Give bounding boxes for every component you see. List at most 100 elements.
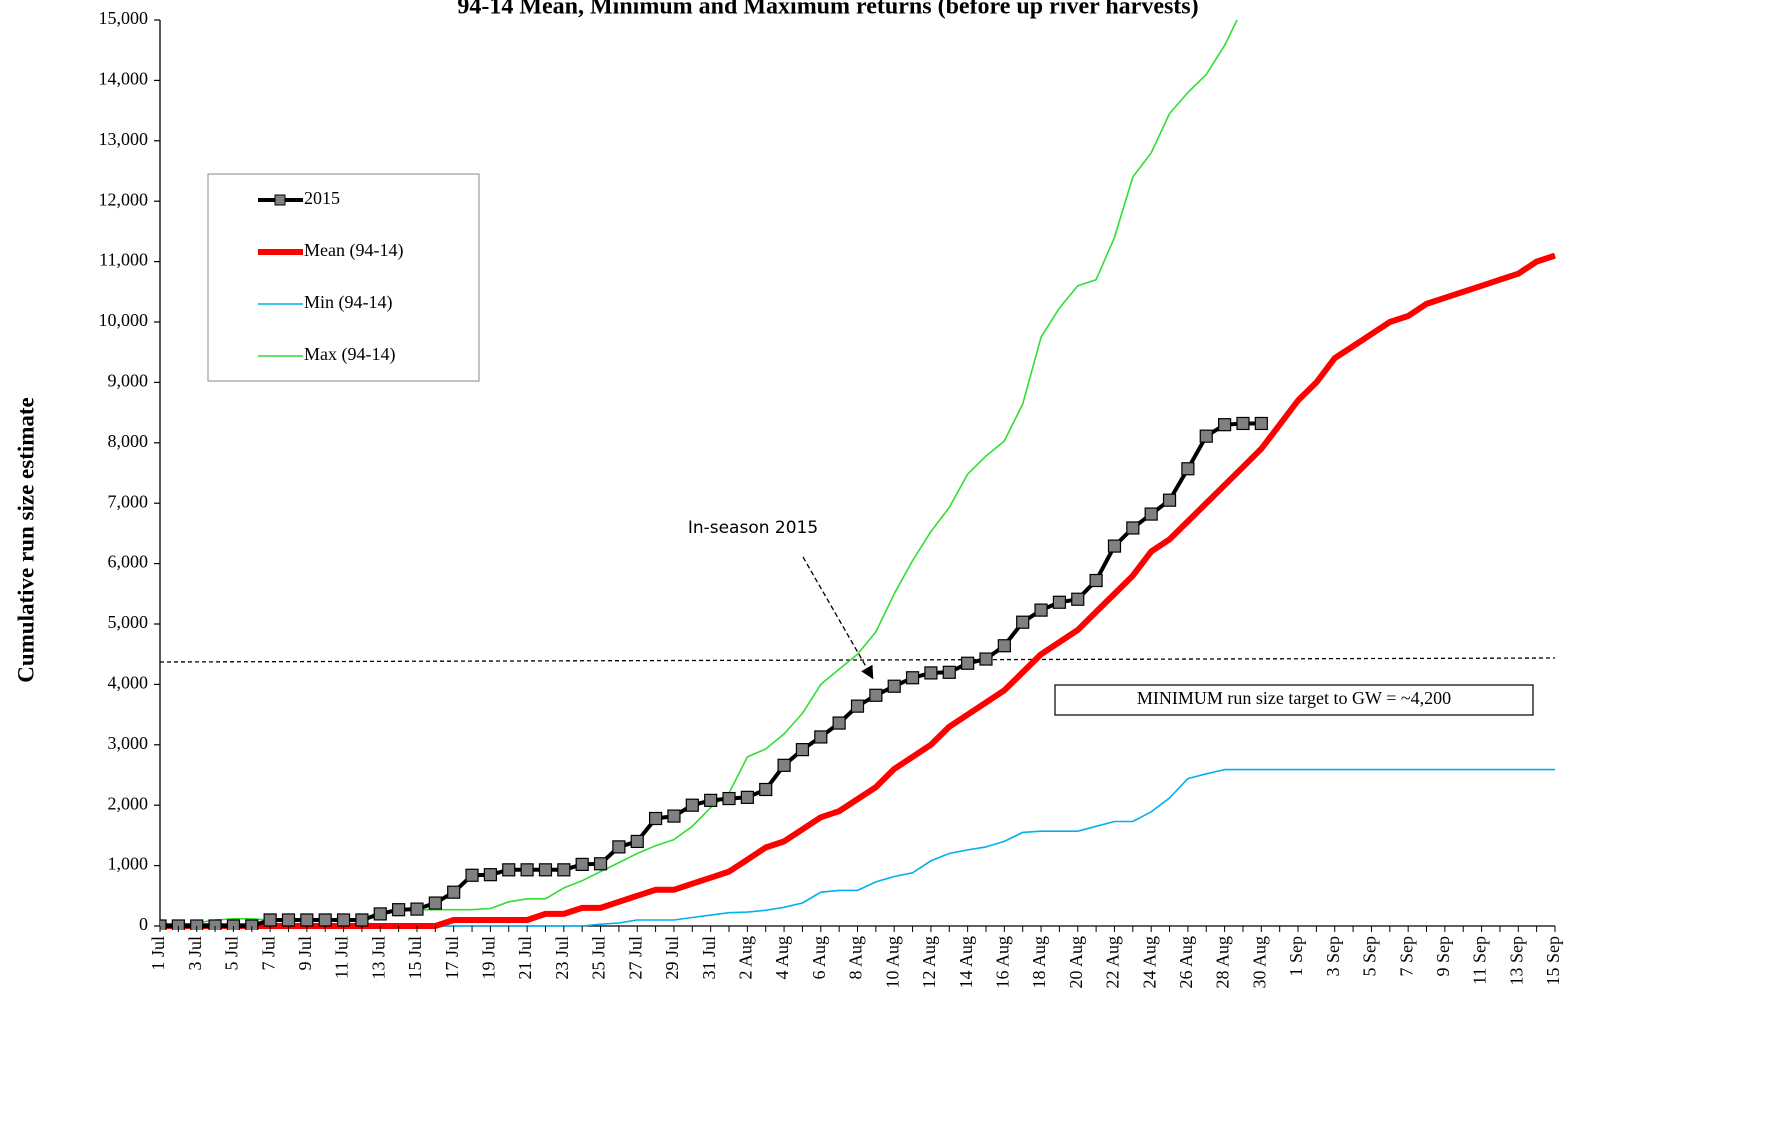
series-marker (281, 913, 296, 927)
series-marker (1089, 573, 1103, 588)
series-line (160, 252, 1556, 929)
y-tick-label: 1,000 (108, 854, 149, 874)
series-marker (832, 716, 846, 730)
x-tick-label: 11 Jul (332, 936, 352, 979)
series-marker (905, 671, 920, 685)
x-tick-label: 27 Jul (625, 936, 645, 980)
x-tick-label: 17 Jul (442, 936, 462, 980)
series-marker (392, 903, 406, 917)
series-marker (814, 730, 828, 744)
series-marker (1236, 416, 1250, 431)
series-marker (942, 665, 956, 679)
series-marker (1107, 539, 1122, 553)
series-marker (1162, 493, 1177, 507)
target-line (159, 657, 1556, 663)
x-tick-label: 19 Jul (479, 936, 499, 980)
series-marker (704, 793, 718, 807)
series-marker (740, 790, 754, 804)
series-marker (722, 791, 736, 806)
plot-area (160, 20, 1556, 930)
series-marker (869, 688, 883, 702)
series-marker (447, 885, 461, 899)
series-marker (1199, 429, 1213, 443)
x-tick-label: 13 Sep (1506, 936, 1526, 986)
series-marker (1218, 418, 1232, 432)
y-tick-label: 3,000 (108, 733, 149, 753)
x-tick-label: 16 Aug (992, 936, 1012, 989)
series-marker (208, 919, 222, 930)
x-tick-label: 18 Aug (1029, 936, 1049, 989)
series-line (160, 768, 1555, 927)
y-tick-label: 5,000 (108, 612, 149, 632)
x-tick-label: 30 Aug (1249, 936, 1269, 989)
x-tick-label: 7 Jul (258, 936, 278, 971)
y-tick-label: 13,000 (99, 129, 149, 149)
legend-label: Mean (94-14) (304, 240, 403, 261)
y-tick-label: 14,000 (99, 69, 149, 89)
series-marker (502, 863, 516, 877)
x-tick-label: 15 Sep (1543, 936, 1563, 986)
annotation-box (1054, 684, 1534, 716)
x-tick-label: 26 Aug (1176, 936, 1196, 989)
x-tick-label: 1 Sep (1286, 936, 1306, 977)
x-tick-label: 20 Aug (1066, 936, 1086, 989)
y-tick-label: 8,000 (108, 431, 149, 451)
annotation: MINIMUM run size target to GW = ~4,200 (1137, 688, 1451, 708)
y-tick-label: 2,000 (108, 793, 149, 813)
series-marker (160, 919, 167, 930)
series-marker (410, 902, 424, 916)
x-tick-label: 24 Aug (1139, 936, 1159, 989)
series-marker (612, 840, 626, 854)
chart-title: 94-14 Mean, Minimum and Maximum returns … (457, 0, 1198, 20)
annotation-arrow (802, 556, 874, 680)
x-tick-label: 7 Sep (1396, 936, 1416, 977)
legend-label: Max (94-14) (304, 344, 395, 365)
series-marker (850, 699, 865, 713)
series-marker (1052, 595, 1067, 609)
series-marker (648, 811, 663, 826)
series-marker (575, 857, 589, 871)
series-marker (190, 919, 204, 930)
series-marker (924, 666, 938, 680)
legend-box (207, 173, 480, 382)
series-marker (355, 913, 369, 927)
legend-label: Min (94-14) (304, 292, 393, 313)
series-marker (667, 809, 681, 823)
x-tick-label: 10 Aug (882, 936, 902, 989)
series-marker (245, 919, 259, 930)
series-marker (997, 639, 1011, 653)
series-marker (1071, 592, 1085, 606)
x-tick-label: 6 Aug (809, 936, 829, 980)
x-tick-label: 2 Aug (735, 936, 755, 980)
series-marker (263, 913, 277, 927)
series-line (160, 421, 1262, 928)
x-tick-label: 3 Sep (1323, 936, 1343, 977)
legend-marker (274, 194, 286, 206)
y-tick-label: 9,000 (108, 371, 149, 391)
x-tick-label: 8 Aug (846, 936, 866, 980)
series-marker (373, 907, 387, 921)
x-tick-label: 25 Jul (589, 936, 609, 980)
x-tick-label: 28 Aug (1213, 936, 1233, 989)
x-tick-label: 11 Sep (1470, 936, 1490, 985)
series-marker (887, 679, 901, 693)
x-tick-label: 5 Sep (1360, 936, 1380, 977)
series-marker (1016, 615, 1030, 629)
series-marker (226, 919, 241, 930)
series-marker (979, 652, 993, 666)
series-marker (318, 913, 332, 927)
series-marker (777, 758, 791, 772)
series-marker (1181, 462, 1195, 476)
x-tick-label: 4 Aug (772, 936, 792, 980)
series-marker (465, 868, 479, 882)
x-tick-label: 14 Aug (956, 936, 976, 989)
series-marker (1144, 507, 1158, 521)
x-tick-label: 3 Jul (185, 936, 205, 971)
series-marker (685, 798, 699, 812)
y-tick-label: 15,000 (99, 8, 149, 28)
x-tick-label: 22 Aug (1103, 936, 1123, 989)
x-tick-label: 29 Jul (662, 936, 682, 980)
series-marker (483, 868, 497, 882)
series-marker (520, 863, 534, 877)
series-marker (795, 743, 810, 757)
